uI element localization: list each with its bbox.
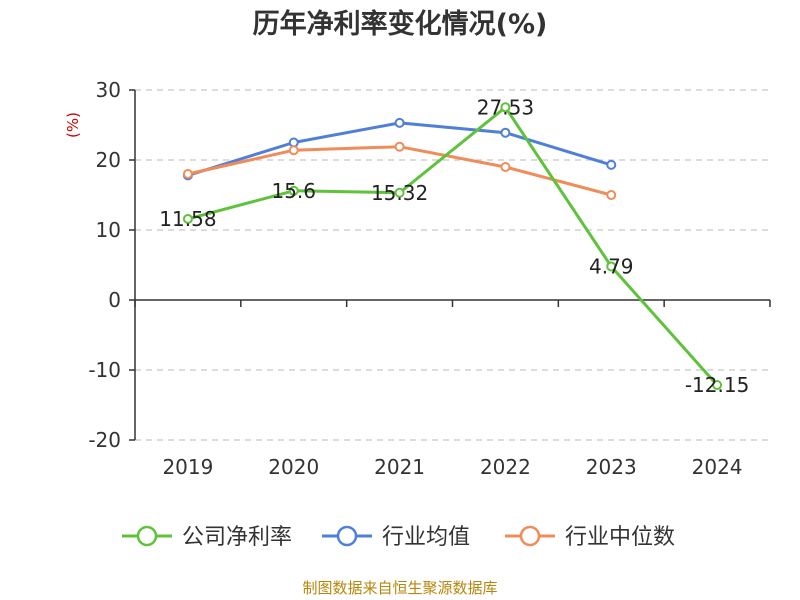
data-point bbox=[606, 261, 617, 272]
legend-item[interactable]: 行业均值 bbox=[322, 525, 470, 550]
legend-label: 行业中位数 bbox=[565, 525, 675, 550]
legend-item[interactable]: 公司净利率 bbox=[122, 525, 292, 550]
data-point bbox=[606, 190, 617, 200]
legend-marker bbox=[136, 525, 158, 547]
x-tick-label: 2019 bbox=[162, 455, 213, 479]
data-label: 11.58 bbox=[159, 207, 216, 231]
series-lines bbox=[182, 102, 723, 391]
grid-lines bbox=[135, 89, 770, 441]
data-point bbox=[394, 141, 405, 152]
y-tick-label: 0 bbox=[108, 288, 121, 312]
axes: 30 20 10 0 -10 -20 2019 2020 2021 2022 2023 2024 bbox=[88, 78, 771, 479]
chart-title: 历年净利率变化情况(%) bbox=[253, 8, 548, 40]
data-point bbox=[712, 380, 723, 391]
data-labels: 11.58 15.6 15.32 27.53 4.79 -12.15 bbox=[159, 95, 749, 397]
legend-marker bbox=[336, 525, 358, 547]
data-point bbox=[394, 117, 405, 128]
legend-label: 行业均值 bbox=[382, 525, 470, 550]
data-point bbox=[500, 102, 511, 113]
data-point bbox=[288, 185, 299, 196]
data-point bbox=[394, 187, 405, 198]
data-label: -12.15 bbox=[685, 373, 749, 397]
y-axis-unit-label: (%) bbox=[64, 112, 82, 138]
legend[interactable]: 公司净利率 行业均值 行业中位数 bbox=[122, 525, 675, 550]
data-point bbox=[500, 162, 511, 172]
series-line bbox=[187, 105, 719, 387]
data-label: 27.53 bbox=[477, 95, 534, 119]
y-tick-label: -10 bbox=[88, 358, 121, 382]
source-note: 制图数据来自恒生聚源数据库 bbox=[302, 579, 497, 597]
data-point bbox=[500, 127, 511, 138]
data-label: 15.32 bbox=[371, 181, 428, 205]
x-tick-label: 2024 bbox=[692, 455, 743, 479]
y-tick-label: 10 bbox=[96, 218, 121, 242]
legend-item[interactable]: 行业中位数 bbox=[505, 525, 675, 550]
x-tick-label: 2020 bbox=[268, 455, 319, 479]
data-label: 15.6 bbox=[271, 179, 316, 203]
y-tick-label: 30 bbox=[96, 78, 121, 102]
x-tick-label: 2022 bbox=[480, 455, 531, 479]
legend-label: 公司净利率 bbox=[182, 525, 292, 550]
data-label: 4.79 bbox=[589, 254, 634, 278]
legend-marker bbox=[519, 525, 541, 547]
x-tick-label: 2021 bbox=[374, 455, 425, 479]
data-point bbox=[182, 213, 193, 224]
data-point bbox=[182, 169, 193, 179]
x-tick-label: 2023 bbox=[586, 455, 637, 479]
y-tick-label: 20 bbox=[96, 148, 121, 172]
data-point bbox=[288, 145, 299, 156]
y-tick-label: -20 bbox=[88, 428, 121, 452]
data-point bbox=[606, 159, 617, 170]
